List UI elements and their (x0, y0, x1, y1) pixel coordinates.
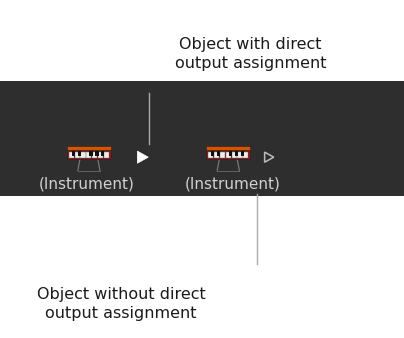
Bar (220, 152, 225, 158)
Bar (72, 151, 75, 156)
Bar (92, 152, 97, 158)
Bar (211, 151, 215, 156)
Bar (67, 146, 111, 150)
Bar (241, 151, 244, 156)
Bar (80, 152, 86, 158)
Bar (235, 151, 238, 156)
Bar (231, 152, 237, 158)
Text: Object with direct
output assignment: Object with direct output assignment (175, 37, 326, 71)
Bar (217, 151, 220, 156)
Bar (226, 152, 231, 158)
Bar (95, 151, 99, 156)
Bar (208, 152, 213, 158)
Bar (89, 151, 93, 156)
Bar (104, 152, 109, 158)
Bar (238, 152, 242, 158)
Bar (69, 152, 74, 158)
Bar (243, 152, 248, 158)
Text: (Instrument): (Instrument) (39, 177, 135, 192)
Bar (75, 152, 80, 158)
Bar (67, 150, 111, 159)
Bar (229, 151, 232, 156)
Polygon shape (137, 151, 148, 163)
Bar (206, 146, 250, 150)
Bar (101, 151, 105, 156)
Text: (Instrument): (Instrument) (184, 177, 280, 192)
Text: Object without direct
output assignment: Object without direct output assignment (37, 287, 206, 321)
Bar (206, 150, 250, 159)
Bar (0, 81, 404, 196)
Bar (214, 152, 219, 158)
Bar (98, 152, 103, 158)
Bar (86, 152, 91, 158)
Bar (78, 151, 81, 156)
